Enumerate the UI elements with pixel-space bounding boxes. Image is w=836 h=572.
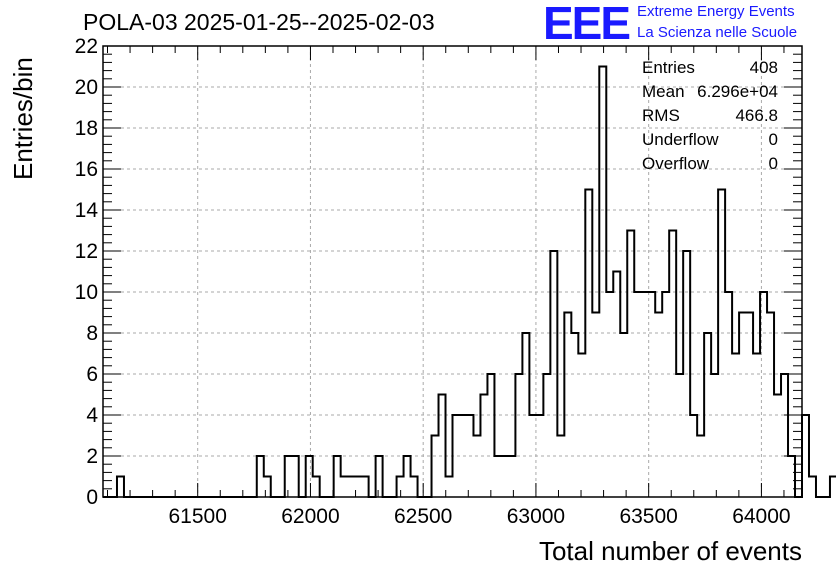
y-tick-label: 16 — [75, 158, 98, 181]
y-axis-label: Entries/bin — [8, 57, 38, 180]
stats-value: 0 — [768, 154, 778, 173]
x-tick-label: 62500 — [394, 505, 452, 528]
y-tick-label: 22 — [75, 35, 98, 58]
x-tick-label: 63500 — [619, 505, 677, 528]
stats-key: Entries — [642, 58, 695, 77]
eee-logo-line1: Extreme Energy Events — [637, 3, 795, 20]
y-tick-label: 18 — [75, 117, 98, 140]
histogram-bins — [103, 65, 836, 498]
y-tick-label: 4 — [86, 404, 98, 427]
stats-row-underflow: Underflow 0 — [640, 130, 778, 154]
stats-box: Entries 408 Mean 6.296e+04 RMS 466.8 Und… — [640, 58, 778, 178]
stats-row-entries: Entries 408 — [640, 58, 778, 82]
x-tick-label: 61500 — [169, 505, 227, 528]
eee-logo: EEE — [543, 0, 631, 49]
x-tick-label: 64000 — [732, 505, 790, 528]
y-tick-label: 14 — [75, 199, 99, 222]
x-tick-label: 63000 — [507, 505, 565, 528]
y-tick-label: 10 — [75, 281, 98, 304]
stats-key: Mean — [642, 82, 685, 101]
plot-frame — [102, 45, 803, 498]
y-tick-label: 20 — [75, 76, 98, 99]
chart-title: POLA-03 2025-01-25--2025-02-03 — [83, 9, 435, 35]
stats-value: 6.296e+04 — [697, 82, 778, 101]
stats-value: 466.8 — [735, 106, 778, 125]
x-axis-label: Total number of events — [538, 536, 802, 566]
y-tick-label: 8 — [86, 322, 98, 345]
eee-logo-line2: La Scienza nelle Scuole — [637, 24, 798, 41]
y-tick-label: 0 — [86, 486, 98, 509]
x-tick-label: 62000 — [281, 505, 339, 528]
stats-key: Overflow — [642, 154, 710, 173]
stats-value: 0 — [768, 130, 778, 149]
y-tick-label: 12 — [75, 240, 98, 263]
stats-value: 408 — [749, 58, 778, 77]
y-tick-label: 2 — [86, 445, 98, 468]
stats-row-overflow: Overflow 0 — [640, 154, 778, 178]
y-tick-label: 6 — [86, 363, 98, 386]
stats-key: Underflow — [642, 130, 719, 149]
stats-row-rms: RMS 466.8 — [640, 106, 778, 130]
stats-row-mean: Mean 6.296e+04 — [640, 82, 778, 106]
stats-key: RMS — [642, 106, 680, 125]
